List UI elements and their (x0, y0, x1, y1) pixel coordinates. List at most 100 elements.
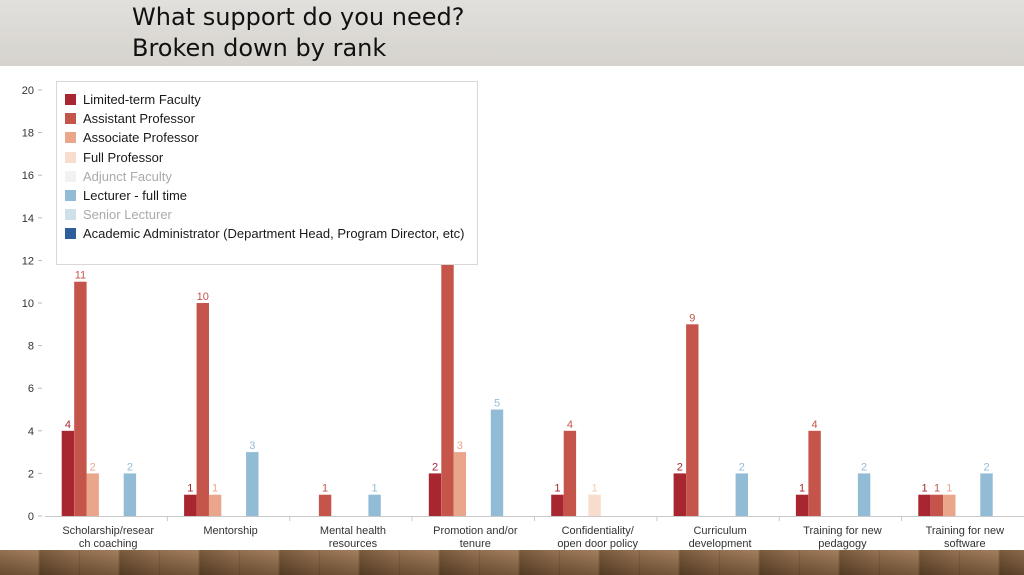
y-tick-label: 0 (28, 511, 34, 523)
bar (184, 494, 197, 516)
bar-value-label: 1 (946, 483, 952, 495)
bar-value-label: 9 (689, 312, 695, 324)
bar (453, 452, 466, 516)
bar (857, 473, 871, 516)
bar-value-label: 3 (457, 440, 463, 452)
x-category-label: Training for new (926, 525, 1005, 537)
legend-label: Assistant Professor (83, 111, 195, 127)
legend-label: Associate Professor (83, 130, 199, 146)
x-category-label: development (689, 538, 752, 550)
legend-label: Adjunct Faculty (83, 168, 172, 184)
y-tick-label: 10 (22, 298, 34, 310)
legend-label: Lecturer - full time (83, 188, 188, 204)
bar-value-label: 4 (567, 419, 573, 431)
bar (318, 494, 332, 516)
slide-title-line-2: Broken down by rank (132, 34, 387, 62)
slide-header: What support do you need? Broken down by… (0, 0, 1024, 66)
bar-value-label: 2 (90, 461, 96, 473)
y-tick-label: 14 (22, 213, 34, 225)
legend-item[interactable]: Full Professor (65, 148, 477, 167)
bar (123, 473, 137, 516)
bar (735, 473, 748, 516)
x-category-label: Training for new (803, 525, 882, 537)
legend-item[interactable]: Academic Administrator (Department Head,… (65, 224, 477, 243)
wood-floor-decoration (0, 550, 1024, 575)
legend-swatch (65, 94, 76, 106)
bar (246, 452, 259, 516)
x-category-label: Mentorship (203, 525, 257, 537)
bar (86, 473, 99, 516)
bar (208, 494, 222, 516)
bar-value-label: 1 (212, 483, 218, 495)
x-category-label: Curriculum (693, 525, 746, 537)
bar (74, 281, 87, 516)
bar-value-label: 1 (799, 483, 805, 495)
legend-swatch (65, 151, 76, 163)
x-category-label: tenure (460, 538, 491, 550)
bar (673, 473, 686, 516)
y-tick-label: 4 (28, 426, 34, 438)
y-tick-label: 18 (22, 128, 34, 140)
legend-item[interactable]: Assistant Professor (65, 109, 477, 128)
bar (930, 494, 944, 516)
legend-swatch (65, 228, 76, 240)
y-tick-label: 20 (22, 85, 34, 97)
legend-item[interactable]: Senior Lecturer (65, 205, 477, 224)
legend-label: Limited-term Faculty (83, 92, 201, 108)
legend-item[interactable]: Limited-term Faculty (65, 90, 477, 109)
bar (61, 430, 75, 516)
x-category-label: Scholarship/resear (62, 525, 154, 537)
bar-value-label: 4 (812, 419, 818, 431)
bar (943, 494, 956, 516)
bar (980, 473, 993, 516)
bar (808, 430, 821, 516)
bar (686, 324, 699, 516)
x-category-label: software (944, 538, 986, 550)
x-category-label: Promotion and/or (433, 525, 518, 537)
x-category-label: Confidentiality/ (562, 525, 635, 537)
y-tick-label: 12 (22, 255, 34, 267)
x-category-label: Mental health (320, 525, 386, 537)
bar-value-label: 2 (677, 461, 683, 473)
bar (368, 494, 381, 516)
bar (196, 303, 209, 516)
bar-value-label: 11 (75, 270, 86, 282)
x-category-label: ch coaching (79, 538, 138, 550)
y-tick-label: 2 (28, 468, 34, 480)
bar-value-label: 1 (921, 483, 927, 495)
bar-value-label: 2 (432, 461, 438, 473)
bar (490, 409, 504, 516)
bar-value-label: 3 (249, 440, 255, 452)
x-category-label: resources (329, 538, 378, 550)
chart-legend: Limited-term Faculty Assistant Professor A… (56, 81, 478, 265)
bar-value-label: 4 (65, 419, 71, 431)
bar-value-label: 1 (187, 483, 193, 495)
x-category-label: pedagogy (818, 538, 867, 550)
bar-value-label: 1 (592, 483, 598, 495)
bar (563, 430, 577, 516)
bar-value-label: 1 (322, 483, 328, 495)
legend-item[interactable]: Lecturer - full time (65, 186, 477, 205)
bar-value-label: 2 (739, 461, 745, 473)
legend-swatch (65, 113, 76, 125)
slide-title: What support do you need? Broken down by… (132, 2, 464, 64)
slide-title-line-1: What support do you need? (132, 3, 465, 31)
y-tick-label: 16 (22, 170, 34, 182)
chart-panel: 0 2 4 6 8 10 12 14 16 18 20 Scholarship/resear ch co… (0, 66, 1024, 550)
legend-label: Senior Lecturer (83, 207, 172, 223)
bar (795, 494, 809, 516)
x-category-label: open door policy (557, 538, 638, 550)
bar-value-label: 10 (197, 291, 209, 303)
y-tick-label: 8 (28, 341, 34, 353)
bar-value-label: 5 (494, 398, 500, 410)
y-tick-label: 6 (28, 383, 34, 395)
bar-value-label: 2 (861, 461, 867, 473)
legend-item[interactable]: Adjunct Faculty (65, 167, 477, 186)
bar (918, 494, 931, 516)
legend-label: Academic Administrator (Department Head,… (83, 226, 465, 242)
bar (551, 494, 564, 516)
bar-value-label: 2 (983, 461, 989, 473)
bar-value-label: 1 (372, 483, 378, 495)
legend-item[interactable]: Associate Professor (65, 128, 477, 147)
